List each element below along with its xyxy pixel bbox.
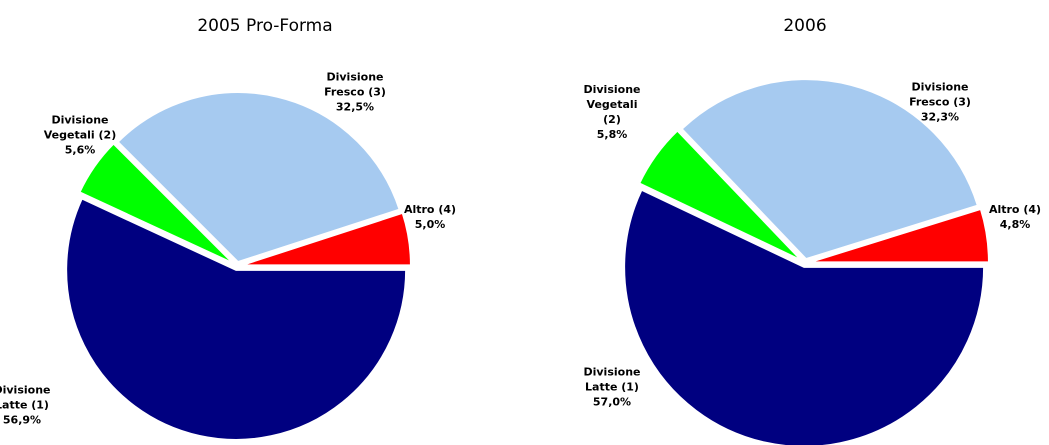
value-label: 32,5% <box>335 100 375 114</box>
value-label: 56,9% <box>2 413 42 427</box>
category-label: Divisione Latte (1) <box>0 383 51 412</box>
value-label: 32,3% <box>920 110 960 124</box>
pie-slice <box>680 78 980 261</box>
pie-slice <box>808 207 990 264</box>
category-label: Divisione Fresco (3) <box>909 80 971 109</box>
pie-slice <box>65 197 408 441</box>
pie-slice <box>240 211 412 267</box>
pie-slice <box>116 91 401 264</box>
chart-title: 2006 <box>783 16 827 36</box>
pie-slice <box>78 142 235 265</box>
slice-label: Divisione Fresco (3) 32,3% <box>900 80 980 125</box>
slice-label: Altro (4) 4,8% <box>975 202 1049 232</box>
slice-label: Altro (4) 5,0% <box>390 202 470 232</box>
category-label: Divisione Vegetali (2) <box>43 113 117 142</box>
slice-label: Divisione Vegetali (2) 5,8% <box>582 82 642 142</box>
category-label: Divisione Fresco (3) <box>324 70 386 99</box>
slice-label: Divisione Vegetali (2) 5,6% <box>40 113 120 158</box>
pie-slice <box>623 188 986 445</box>
value-label: 5,8% <box>596 128 628 141</box>
category-label: Divisione Latte (1) <box>583 365 641 394</box>
pie-slice <box>637 129 803 262</box>
category-label: Divisione Vegetali (2) <box>583 83 641 126</box>
slice-label: Divisione Latte (1) 57,0% <box>572 365 652 410</box>
value-label: 5,6% <box>64 143 96 157</box>
category-label: Altro (4) <box>403 203 457 216</box>
category-label: Altro (4) <box>988 203 1042 216</box>
value-label: 4,8% <box>999 218 1031 231</box>
chart-title: 2005 Pro-Forma <box>197 16 333 36</box>
slice-label: Divisione Latte (1)56,9% <box>0 383 62 428</box>
value-label: 57,0% <box>592 395 632 409</box>
slice-label: Divisione Fresco (3) 32,5% <box>315 70 395 115</box>
value-label: 5,0% <box>414 218 446 231</box>
